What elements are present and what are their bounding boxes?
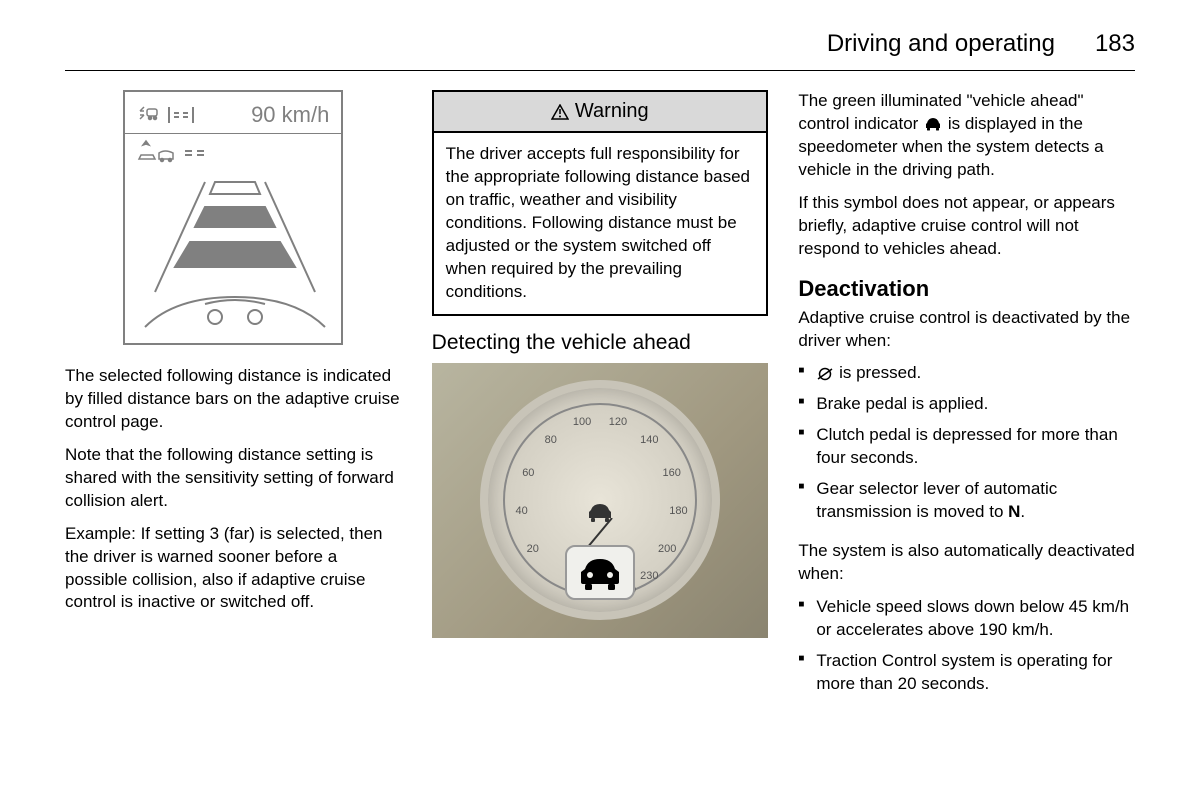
road-svg [135,172,331,332]
col1-para-3: Example: If setting 3 (far) is selected,… [65,523,402,615]
section-deactivation-title: Deactivation [798,276,1135,302]
col3-para-2: If this symbol does not appear, or appea… [798,192,1135,261]
header-divider [65,70,1135,71]
page-number: 183 [1095,30,1135,58]
display-top-row: 90 km/h [125,92,341,134]
speedometer-illustration: 20 40 60 80 100 120 140 160 180 200 230 … [432,363,769,638]
vehicle-ahead-callout-icon [565,545,635,600]
warning-title-text: Warning [575,100,649,122]
dashboard-display-illustration: 90 km/h [123,90,343,345]
chapter-title: Driving and operating [827,30,1055,58]
col3-para-3: Adaptive cruise control is deactivated b… [798,307,1135,353]
collision-alert-icon [137,139,177,167]
bullet-brake: Brake pedal is applied. [798,393,1135,416]
display-speed-value: 90 km/h [251,102,329,128]
warning-title: Warning [434,92,767,133]
col1-para-1: The selected following distance is indic… [65,365,402,434]
distance-bars-icon [167,105,197,125]
warning-box: Warning The driver accepts full responsi… [432,90,769,316]
cancel-button-icon [816,367,834,381]
bullet-speed-range: Vehicle speed slows down below 45 km/h o… [798,596,1135,642]
section-detecting-title: Detecting the vehicle ahead [432,331,769,355]
speedometer-dial: 20 40 60 80 100 120 140 160 180 200 230 … [480,380,720,620]
column-1: 90 km/h [65,90,402,782]
deactivation-by-driver-list: is pressed. Brake pedal is applied. Clut… [798,362,1135,532]
col3-para-1: The green illuminated "vehicle ahead" co… [798,90,1135,182]
warning-triangle-icon [551,104,569,120]
warning-body-text: The driver accepts full responsibility f… [434,133,767,314]
page-header: Driving and operating 183 [827,30,1135,58]
car-distance-icon [137,105,159,125]
col1-para-2: Note that the following distance setting… [65,444,402,513]
bullet-cancel-pressed: is pressed. [798,362,1135,385]
column-2: Warning The driver accepts full responsi… [432,90,769,782]
road-perspective-view [135,172,331,332]
distance-setting-icon [182,146,212,160]
col3-para-4: The system is also automatically deactiv… [798,540,1135,586]
deactivation-automatic-list: Vehicle speed slows down below 45 km/h o… [798,596,1135,704]
column-3: The green illuminated "vehicle ahead" co… [798,90,1135,782]
vehicle-ahead-inline-icon [923,117,943,131]
content-columns: 90 km/h [65,90,1135,782]
bullet-clutch: Clutch pedal is depressed for more than … [798,424,1135,470]
bullet-traction: Traction Control system is operating for… [798,650,1135,696]
display-mid-row [125,134,341,172]
bullet-gear-n: Gear selector lever of automatic transmi… [798,478,1135,524]
